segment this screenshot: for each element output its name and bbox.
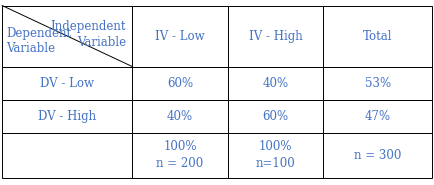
Text: IV - Low: IV - Low	[155, 30, 205, 43]
Bar	[228, 67, 323, 100]
Text: Dependent
Variable: Dependent Variable	[7, 26, 72, 56]
Text: 40%: 40%	[263, 77, 289, 90]
Bar	[323, 67, 432, 100]
Text: 53%: 53%	[365, 77, 391, 90]
Bar	[2, 133, 132, 178]
Text: IV - High: IV - High	[249, 30, 302, 43]
Text: 40%: 40%	[167, 110, 193, 123]
Bar	[323, 6, 432, 67]
Text: 60%: 60%	[167, 77, 193, 90]
Bar	[228, 6, 323, 67]
Bar	[132, 6, 228, 67]
Bar	[132, 67, 228, 100]
Bar	[132, 100, 228, 133]
Bar	[2, 100, 132, 133]
Bar	[228, 133, 323, 178]
Bar	[323, 133, 432, 178]
Bar	[132, 133, 228, 178]
Text: 47%: 47%	[365, 110, 391, 123]
Text: n = 300: n = 300	[354, 149, 401, 162]
Bar	[228, 100, 323, 133]
Text: Total: Total	[363, 30, 392, 43]
Text: DV - High: DV - High	[38, 110, 96, 123]
Text: Independent
Variable: Independent Variable	[50, 20, 126, 49]
Text: 100%
n=100: 100% n=100	[256, 140, 296, 170]
Text: DV - Low: DV - Low	[40, 77, 94, 90]
Bar	[2, 6, 132, 67]
Bar	[2, 67, 132, 100]
Bar	[323, 100, 432, 133]
Text: 60%: 60%	[263, 110, 289, 123]
Text: 100%
n = 200: 100% n = 200	[157, 140, 204, 170]
